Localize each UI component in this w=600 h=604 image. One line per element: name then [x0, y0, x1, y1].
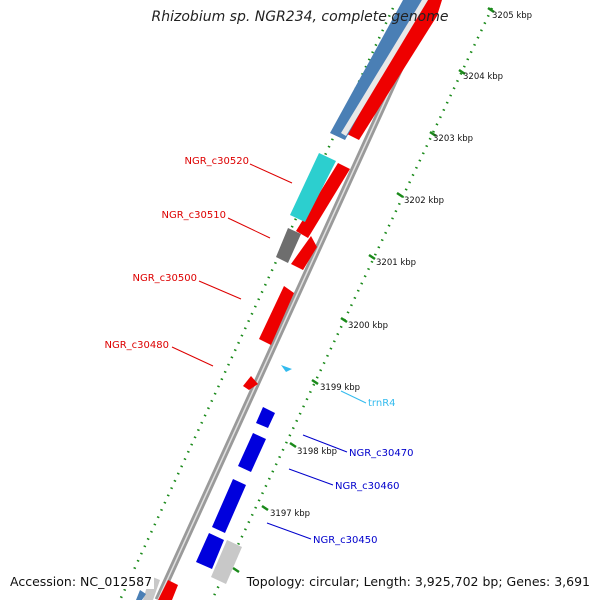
tick-mark-3203 — [429, 130, 437, 138]
gene-ngr-c30500[interactable] — [259, 286, 294, 345]
left-leader-lines — [171, 163, 293, 367]
tick-label: 3204 kbp — [463, 72, 503, 82]
tick-mark-3198 — [289, 441, 297, 449]
tick-mark-3204 — [458, 68, 466, 76]
leader-line-trnr4 — [340, 390, 367, 404]
leader-line-ngr-c30460 — [288, 468, 334, 486]
leader-line-ngr-c30470 — [302, 434, 348, 453]
gene-ngr-c30460[interactable] — [238, 433, 266, 472]
gene-label-ngr-c30480[interactable]: NGR_c30480 — [105, 340, 170, 351]
tick-mark-3205 — [487, 6, 495, 14]
tick-label: 3199 kbp — [320, 383, 360, 393]
tick-mark-3202 — [396, 191, 404, 199]
trna-trnR4[interactable] — [281, 365, 292, 372]
tick-mark-3197 — [261, 504, 269, 512]
tick-label: 3200 kbp — [348, 321, 388, 331]
right-gene-labels: trnR4 NGR_c30470 NGR_c30460 NGR_c30450 — [313, 398, 414, 546]
leader-line-ngr-c30520 — [249, 163, 293, 184]
forward-strand-features — [243, 0, 442, 390]
genome-backbone-highlight — [157, 0, 432, 601]
right-leader-lines — [266, 390, 367, 540]
tick-label: 3205 kbp — [492, 11, 532, 21]
genome-title: Rhizobium sp. NGR234, complete genome — [151, 9, 449, 25]
tick-label: 3203 kbp — [433, 134, 473, 144]
leader-line-ngr-c30500 — [198, 280, 242, 300]
gene-label-ngr-c30450[interactable]: NGR_c30450 — [313, 535, 378, 546]
gene-ngr-c30480[interactable] — [243, 376, 258, 390]
gene-highlight-cyan[interactable] — [290, 153, 336, 222]
gene-light-gray[interactable] — [211, 540, 242, 584]
gene-ngr-c30450-a[interactable] — [212, 479, 246, 533]
gene-forward-top[interactable] — [345, 0, 442, 140]
ruler-tick-marks — [232, 6, 495, 574]
tick-label: 3201 kbp — [376, 258, 416, 268]
tick-mark-3201 — [368, 253, 376, 261]
leader-line-ngr-c30510 — [227, 217, 271, 239]
tick-label: 3197 kbp — [270, 509, 310, 519]
gene-ngr-c30470[interactable] — [256, 407, 275, 428]
gene-ngr-c30520-forward[interactable] — [296, 163, 350, 238]
tick-label: 3198 kbp — [297, 447, 337, 457]
leader-line-ngr-c30450 — [266, 522, 312, 540]
genome-summary-text: Topology: circular; Length: 3,925,702 bp… — [244, 574, 592, 589]
gene-label-ngr-c30520[interactable]: NGR_c30520 — [185, 156, 250, 167]
ruler-tick-labels: 3205 kbp 3204 kbp 3203 kbp 3202 kbp 3201… — [246, 11, 532, 584]
gene-ngr-c30450-b[interactable] — [196, 533, 224, 569]
gene-forward-bottom[interactable] — [158, 580, 178, 600]
gene-label-ngr-c30510[interactable]: NGR_c30510 — [162, 210, 227, 221]
gene-label-ngr-c30460[interactable]: NGR_c30460 — [335, 481, 400, 492]
gene-gray[interactable] — [276, 228, 301, 263]
leader-line-ngr-c30480 — [171, 346, 214, 367]
gene-stub-top[interactable] — [341, 0, 428, 136]
gene-ngr-c30510[interactable] — [291, 236, 317, 270]
gene-label-ngr-c30500[interactable]: NGR_c30500 — [133, 273, 198, 284]
tick-mark-3196 — [232, 566, 240, 574]
tick-mark-3200 — [340, 316, 348, 324]
tick-label: 3202 kbp — [404, 196, 444, 206]
gene-label-trnr4[interactable]: trnR4 — [368, 398, 396, 409]
left-gene-labels: NGR_c30520 NGR_c30510 NGR_c30500 NGR_c30… — [105, 156, 250, 351]
reverse-strand-features — [136, 407, 275, 600]
accession-text: Accession: NC_012587 — [8, 574, 155, 589]
gene-label-ngr-c30470[interactable]: NGR_c30470 — [349, 448, 414, 459]
gene-bottom-steelblue[interactable] — [136, 590, 146, 600]
tick-mark-3199 — [311, 378, 319, 386]
gene-steelblue-top[interactable] — [330, 0, 422, 140]
